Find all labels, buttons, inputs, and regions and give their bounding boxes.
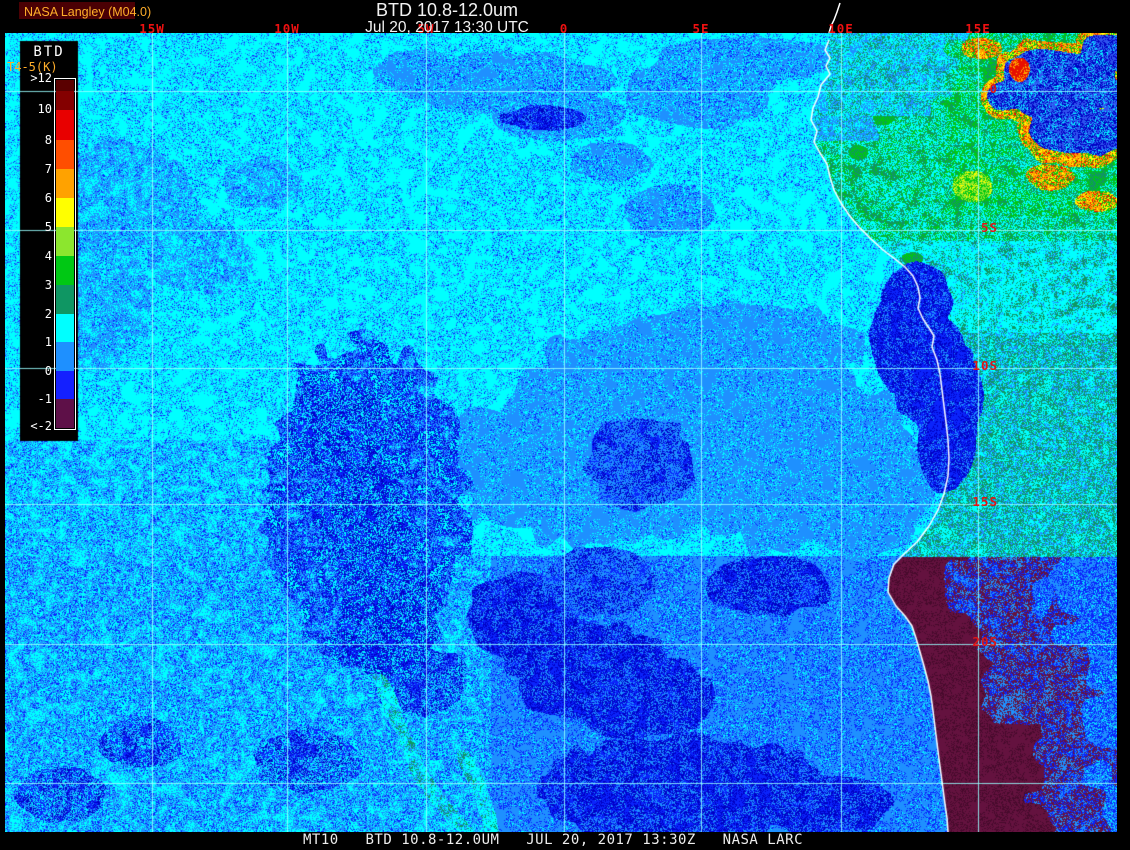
credit-label: NASA Langley (M04.0) <box>24 5 152 19</box>
footer-caption: MT10 BTD 10.8-12.0UM JUL 20, 2017 13:30Z… <box>303 832 804 848</box>
credit-background-patch <box>19 2 135 19</box>
colorbar-segment <box>56 80 74 91</box>
colorbar-segment <box>56 227 74 256</box>
colorbar-segment <box>56 371 74 399</box>
latitude-tick-label: 5S <box>980 220 998 235</box>
legend-title: BTD <box>33 44 65 60</box>
page-title: BTD 10.8-12.0um <box>375 0 519 20</box>
colorbar-segment <box>56 110 74 140</box>
colorbar-scale-label: 5 <box>44 220 52 234</box>
colorbar-segment <box>56 285 74 314</box>
colorbar-scale-label: 6 <box>44 191 52 205</box>
longitude-tick-label: 15W <box>139 21 165 36</box>
colorbar-scale-label: 7 <box>44 162 52 176</box>
btd-map-canvas <box>5 33 1117 832</box>
longitude-tick-label: 15E <box>965 21 991 36</box>
colorbar-scale-label: 3 <box>44 278 52 292</box>
legend-subtitle: T4-5(K) <box>7 60 58 74</box>
longitude-tick-label: 10W <box>274 21 300 36</box>
latitude-tick-label: 20S <box>972 634 998 649</box>
latitude-tick-label: 0 <box>989 81 998 96</box>
colorbar-scale-label: 1 <box>44 335 52 349</box>
colorbar-scale-label: 8 <box>44 133 52 147</box>
colorbar-segment <box>56 198 74 227</box>
coastline-header-segment <box>828 2 841 33</box>
colorbar-segment <box>56 140 74 169</box>
colorbar-segment <box>56 314 74 342</box>
timestamp-label: Jul 20, 2017 13:30 UTC <box>365 19 529 36</box>
colorbar-scale-label: -1 <box>37 392 52 406</box>
colorbar-segment <box>56 342 74 371</box>
colorbar-segment <box>56 169 74 198</box>
colorbar-segment <box>56 256 74 285</box>
longitude-tick-label: 5W <box>417 21 435 36</box>
latitude-tick-label: 15S <box>972 494 998 509</box>
colorbar-scale-label: <-2 <box>30 419 52 433</box>
colorbar-scale-label: 2 <box>44 307 52 321</box>
colorbar-scale-label: 0 <box>44 364 52 378</box>
colorbar-scale-label: 10 <box>37 102 52 116</box>
colorbar-scale-label: >12 <box>30 71 52 85</box>
colorbar-scale-label: 4 <box>44 249 52 263</box>
colorbar-segment <box>56 91 74 110</box>
latitude-tick-label: 10S <box>972 358 998 373</box>
longitude-tick-label: 10E <box>828 21 854 36</box>
colorbar-border <box>54 78 76 430</box>
colorbar-segment <box>56 399 74 428</box>
longitude-tick-label: 0 <box>559 21 569 36</box>
longitude-tick-label: 5E <box>692 21 710 36</box>
